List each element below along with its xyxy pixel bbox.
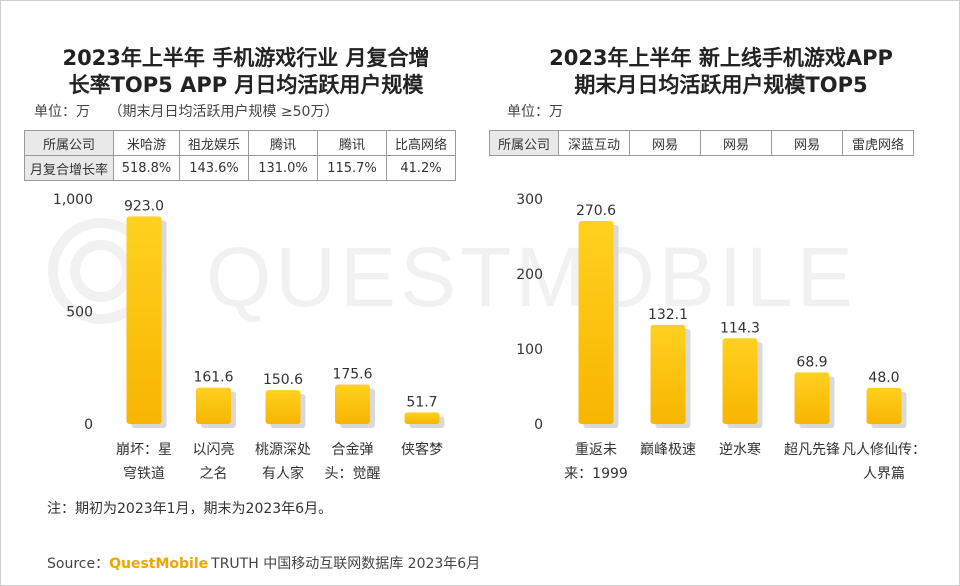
right-company-cell: 网易 (771, 130, 843, 156)
bar (578, 221, 614, 424)
left-company-cell: 腾讯 (248, 130, 318, 156)
bar (650, 324, 686, 424)
left-unit-note: （期末月日均活跃用户规模 ≥50万） (108, 104, 339, 120)
right-info-table: 所属公司 深蓝互动 网易 网易 网易 雷虎网络 (489, 130, 914, 156)
y-tick-label: 100 (516, 342, 543, 358)
bar-value-label: 150.6 (263, 372, 303, 388)
right-title-line2: 期末月日均活跃用户规模TOP5 (574, 73, 868, 97)
left-company-cell: 祖龙娱乐 (179, 130, 249, 156)
bar-value-label: 114.3 (720, 320, 760, 336)
bar (265, 390, 301, 424)
y-tick-label: 1,000 (53, 192, 93, 208)
left-growth-cell: 115.7% (317, 155, 387, 181)
y-tick-label: 300 (516, 192, 543, 208)
right-unit: 单位：万 (507, 101, 563, 121)
category-label: 合金弹 (332, 442, 374, 458)
bar (866, 388, 902, 424)
category-label: 重返未 (575, 442, 617, 458)
right-title-line1: 2023年上半年 新上线手机游戏APP (549, 46, 893, 70)
y-tick-label: 0 (534, 417, 543, 433)
bar (722, 338, 758, 424)
category-label: 有人家 (262, 465, 304, 482)
left-info-table: 所属公司 米哈游 祖龙娱乐 腾讯 腾讯 比高网络 月复合增长率 518.8% 1… (24, 130, 456, 181)
bar-value-label: 68.9 (796, 354, 827, 370)
category-label: 逆水寒 (719, 441, 761, 458)
left-growth-cell: 131.0% (248, 155, 318, 181)
left-growth-row: 月复合增长率 518.8% 143.6% 131.0% 115.7% 41.2% (24, 155, 456, 181)
left-growth-cell: 518.8% (113, 155, 180, 181)
bar-value-label: 51.7 (406, 394, 437, 410)
right-chart-title: 2023年上半年 新上线手机游戏APP 期末月日均活跃用户规模TOP5 (486, 45, 956, 99)
category-label: 桃源深处 (255, 442, 311, 458)
left-unit: 单位：万 （期末月日均活跃用户规模 ≥50万） (34, 101, 338, 121)
category-label: 侠客梦 (401, 441, 443, 458)
category-label: 穹铁道 (123, 466, 165, 482)
category-label: 以闪亮 (193, 441, 235, 458)
left-growth-head: 月复合增长率 (24, 155, 114, 181)
watermark-text: QUESTMOBILE (206, 230, 857, 324)
left-company-cell: 比高网络 (386, 130, 456, 156)
bar-value-label: 270.6 (576, 203, 616, 219)
category-label: 巅峰极速 (640, 442, 696, 458)
source-line: Source：QuestMobile TRUTH 中国移动互联网数据库 2023年… (47, 553, 480, 573)
category-label: 崩坏：星 (116, 442, 172, 458)
source-brand: QuestMobile (109, 556, 209, 572)
left-company-cell: 米哈游 (113, 130, 180, 156)
right-company-cell: 网易 (629, 130, 701, 156)
footnote: 注：期初为2023年1月，期末为2023年6月。 (47, 501, 333, 517)
right-company-row: 所属公司 深蓝互动 网易 网易 网易 雷虎网络 (489, 130, 914, 156)
bar (196, 387, 231, 424)
right-company-cell: 网易 (700, 130, 772, 156)
left-company-cell: 腾讯 (317, 130, 387, 156)
bar-value-label: 161.6 (193, 370, 233, 386)
category-label: 凡人修仙传： (842, 442, 926, 458)
left-title-line2: 长率TOP5 APP 月日均活跃用户规模 (68, 73, 424, 97)
category-label: 头：觉醒 (325, 466, 381, 482)
bar-value-label: 132.1 (648, 307, 688, 323)
right-company-cell: 雷虎网络 (842, 130, 914, 156)
left-company-head: 所属公司 (24, 130, 114, 156)
watermark: QUESTMOBILE (48, 218, 857, 324)
right-unit-label: 单位：万 (507, 104, 563, 120)
bar-value-label: 48.0 (868, 370, 899, 386)
category-label: 来：1999 (564, 466, 628, 482)
bar (404, 412, 440, 424)
y-tick-label: 0 (84, 417, 93, 433)
left-growth-cell: 41.2% (386, 155, 456, 181)
category-label: 超凡先锋 (784, 442, 840, 458)
y-tick-label: 500 (66, 305, 93, 321)
category-label: 之名 (200, 466, 228, 482)
category-label: 人界篇 (863, 466, 905, 482)
bar-value-label: 175.6 (332, 366, 372, 382)
left-company-row: 所属公司 米哈游 祖龙娱乐 腾讯 腾讯 比高网络 (24, 130, 456, 156)
right-company-cell: 深蓝互动 (558, 130, 630, 156)
source-prefix: Source： (47, 556, 110, 572)
bar (794, 372, 830, 424)
source-rest: TRUTH 中国移动互联网数据库 2023年6月 (211, 556, 481, 572)
left-growth-cell: 143.6% (179, 155, 249, 181)
right-company-head: 所属公司 (489, 130, 559, 156)
y-tick-label: 200 (516, 267, 543, 283)
left-unit-label: 单位：万 (34, 104, 90, 120)
bar-value-label: 923.0 (124, 198, 164, 214)
bar (126, 216, 162, 424)
left-chart-title: 2023年上半年 手机游戏行业 月复合增 长率TOP5 APP 月日均活跃用户规… (21, 45, 471, 99)
bar (335, 384, 370, 424)
left-title-line1: 2023年上半年 手机游戏行业 月复合增 (62, 46, 430, 70)
